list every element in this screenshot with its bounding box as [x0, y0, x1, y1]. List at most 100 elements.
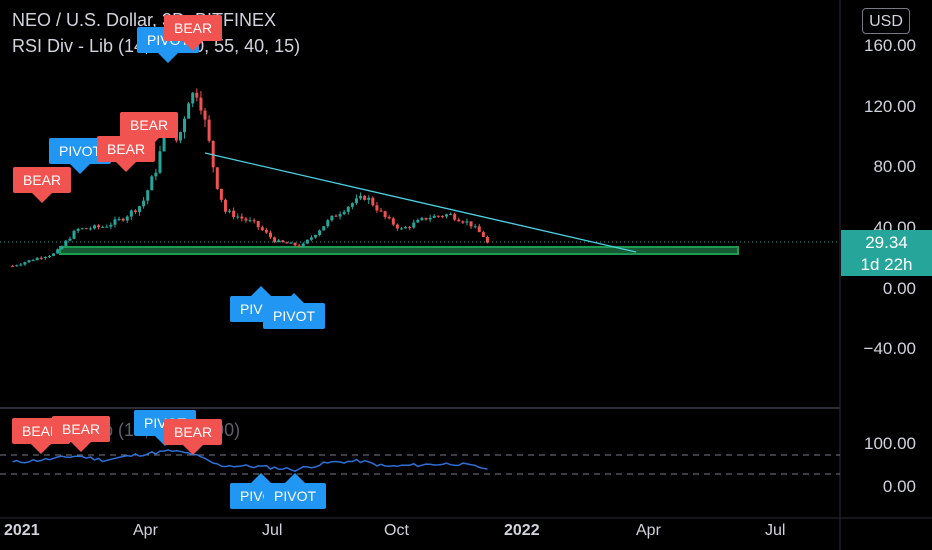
candle-body [39, 257, 43, 259]
y-tick-label: 0.00 [882, 279, 916, 298]
x-tick-label: Jul [262, 522, 283, 539]
candle-body [277, 240, 281, 243]
candle-body [142, 200, 146, 207]
candle-body [52, 253, 56, 256]
candle-body [301, 243, 305, 247]
candle-body [428, 217, 432, 220]
candle-body [68, 238, 72, 241]
candle-body [109, 224, 113, 227]
candle-body [76, 228, 80, 231]
candle-body [47, 255, 51, 257]
candle-body [129, 210, 133, 217]
candle-body [154, 172, 158, 177]
candle-body [469, 221, 473, 227]
candle-body [232, 210, 236, 218]
candle-body [56, 249, 60, 254]
candle-body [219, 188, 223, 200]
rsi-y-tick-label: 0.00 [882, 477, 916, 496]
rsi-line [12, 449, 488, 473]
candle-body [379, 210, 383, 212]
x-tick-label: Apr [133, 522, 158, 539]
candle-body [305, 239, 309, 244]
candle-body [133, 210, 137, 212]
candle-body [228, 210, 232, 212]
candle-body [60, 246, 64, 250]
candle-body [399, 228, 403, 230]
rsi-bear-signal-tag[interactable]: BEAR [164, 419, 223, 455]
candle-body [485, 237, 489, 243]
candle-body [477, 226, 481, 233]
candle-body [449, 214, 453, 216]
candle-body [15, 265, 19, 267]
candle-body [27, 260, 31, 263]
rsi-pivot-signal-tag[interactable]: PIVOT [264, 473, 327, 509]
candle-body [264, 230, 268, 233]
candle-body [371, 197, 375, 206]
candle-body [72, 230, 76, 239]
currency-button[interactable]: USD [862, 8, 910, 34]
current-price-value: 29.34 [865, 233, 908, 252]
candle-body [88, 228, 92, 230]
candle-body [178, 132, 182, 141]
candle-body [240, 216, 244, 219]
bear-signal-tag[interactable]: BEAR [120, 112, 179, 148]
candle-body [252, 220, 256, 222]
candle-body [31, 260, 35, 262]
bar-countdown: 1d 22h [860, 255, 913, 274]
candle-body [314, 234, 318, 238]
candle-body [334, 215, 338, 217]
candle-body [101, 226, 105, 228]
candle-body [383, 211, 387, 217]
candle-body [285, 242, 289, 244]
candle-body [457, 219, 461, 222]
candle-body [297, 245, 301, 247]
candle-body [375, 205, 379, 211]
candle-body [268, 232, 272, 238]
candle-body [23, 262, 27, 265]
candle-body [408, 227, 412, 229]
candle-body [158, 151, 162, 173]
candle-body [281, 240, 285, 243]
candle-body [195, 92, 199, 98]
candle-body [105, 226, 109, 228]
bear-signal-tag[interactable]: BEAR [97, 136, 156, 172]
price-candles [11, 88, 489, 267]
candle-body [35, 257, 39, 261]
candle-body [453, 214, 457, 220]
candle-body [146, 190, 150, 201]
resistance-trendline[interactable] [204, 152, 637, 253]
candle-body [354, 198, 358, 204]
candle-body [162, 129, 166, 152]
candle-body [236, 216, 240, 218]
bear-signal-tag[interactable]: BEAR [13, 167, 72, 203]
candle-body [367, 197, 371, 200]
x-tick-label: Jul [765, 522, 786, 539]
pivot-signal-tag[interactable]: PIVOT [263, 293, 326, 329]
candle-body [318, 230, 322, 235]
y-tick-label: −40.00 [863, 339, 916, 358]
candle-body [391, 218, 395, 225]
candle-body [326, 220, 330, 227]
candle-body [289, 242, 293, 244]
candle-body [117, 218, 121, 220]
candle-body [273, 237, 277, 243]
x-tick-label: Apr [636, 522, 661, 539]
candle-body [481, 232, 485, 238]
candle-body [412, 222, 416, 228]
bear-signal-tag[interactable]: BEAR [164, 15, 223, 51]
candle-body [215, 167, 219, 189]
candle-body [440, 216, 444, 218]
candle-body [473, 226, 477, 228]
rsi-bear-signal-tag[interactable]: BEAR [52, 416, 111, 452]
y-tick-label: 120.00 [864, 97, 916, 116]
candle-body [432, 215, 436, 218]
candle-body [404, 227, 408, 229]
candle-body [256, 220, 260, 228]
candle-body [293, 242, 297, 246]
candle-body [330, 215, 334, 221]
candle-body [80, 228, 84, 230]
candle-body [424, 217, 428, 220]
candle-body [260, 227, 264, 231]
support-zone[interactable] [59, 246, 739, 255]
